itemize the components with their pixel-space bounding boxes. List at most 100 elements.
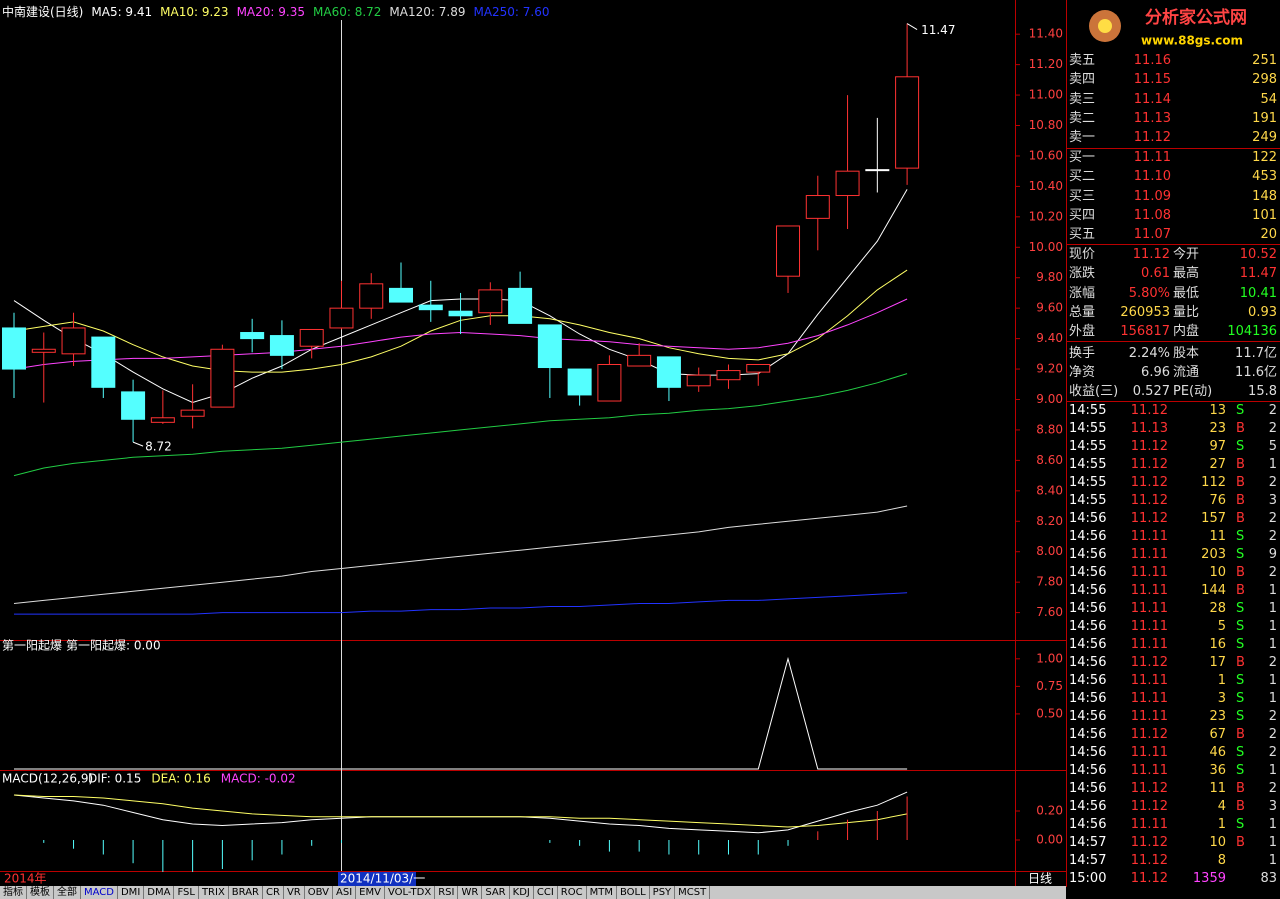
tab[interactable]: ROC (558, 886, 587, 899)
trade-time: 14:56 (1069, 673, 1107, 688)
book-label: 卖二 (1069, 110, 1096, 126)
stat-value: 0.527 (1132, 384, 1170, 400)
tab[interactable]: 指标 (0, 886, 27, 899)
book-volume: 251 (1252, 53, 1277, 68)
y-tick-label: 11.40 (1029, 27, 1063, 41)
tab[interactable]: TRIX (199, 886, 229, 899)
trade-time: 14:55 (1069, 457, 1107, 472)
trade-side: S (1236, 637, 1245, 652)
trade-volume: 76 (1209, 493, 1226, 508)
trade-time: 14:56 (1069, 565, 1107, 580)
trade-count: 2 (1268, 727, 1277, 742)
tab[interactable]: DMA (144, 886, 175, 899)
logo-title: 分析家公式网 (1145, 7, 1247, 28)
tab[interactable]: WR (458, 886, 483, 899)
candle-body (656, 356, 681, 388)
candle-body (746, 363, 771, 373)
tab[interactable]: DMI (118, 886, 145, 899)
trade-volume: 11 (1209, 529, 1226, 544)
book-volume: 453 (1252, 169, 1277, 185)
trade-count: 5 (1268, 439, 1277, 454)
candle-body (150, 417, 175, 423)
book-price: 11.12 (1133, 130, 1171, 146)
tab[interactable]: CCI (534, 886, 558, 899)
tab[interactable]: SAR (482, 886, 510, 899)
book-volume: 148 (1252, 188, 1277, 204)
trade-volume: 5 (1217, 619, 1226, 634)
tab[interactable]: KDJ (510, 886, 534, 899)
trade-volume: 1 (1217, 673, 1226, 688)
trade-side: B (1236, 457, 1245, 472)
tab[interactable]: CR (263, 886, 284, 899)
trade-count: 2 (1268, 781, 1277, 796)
y-tick-label: 9.80 (1036, 270, 1063, 284)
trade-count: 2 (1268, 511, 1277, 526)
book-label: 卖四 (1069, 72, 1096, 88)
trade-volume: 10 (1209, 835, 1226, 850)
trade-price: 11.12 (1130, 871, 1168, 886)
trade-side: B (1236, 565, 1245, 580)
trade-count: 2 (1268, 709, 1277, 724)
trade-time: 14:56 (1069, 781, 1107, 796)
candle-body (537, 324, 562, 369)
trade-count: 2 (1268, 745, 1277, 760)
tab[interactable]: PSY (650, 886, 676, 899)
stat-label: 收益(三) (1069, 384, 1119, 400)
trade-price: 11.12 (1130, 835, 1168, 850)
trade-volume: 157 (1201, 511, 1226, 526)
stat-label: 量比 (1173, 304, 1200, 320)
trade-side: B (1236, 799, 1245, 814)
tab[interactable]: VOL-TDX (385, 886, 436, 899)
candle-body (210, 348, 235, 408)
candle-body (567, 368, 592, 396)
trade-time: 14:56 (1069, 655, 1107, 670)
year-label: 2014年 (4, 872, 47, 886)
chart-title: 中南建设(日线) (2, 5, 84, 19)
trade-side: B (1236, 583, 1245, 598)
tab[interactable]: RSI (435, 886, 459, 899)
trade-time: 14:56 (1069, 619, 1107, 634)
candle-body (31, 348, 56, 353)
high-label: 11.47 (921, 23, 955, 37)
tab[interactable]: ASI (333, 886, 357, 899)
tab[interactable]: 全部 (54, 886, 81, 899)
candle-body (240, 332, 265, 340)
trade-side: B (1236, 835, 1245, 850)
book-label: 买五 (1069, 227, 1096, 243)
book-label: 卖一 (1069, 130, 1096, 146)
trade-price: 11.12 (1130, 403, 1168, 418)
legend-item: MACD: -0.02 (221, 772, 296, 786)
book-label: 卖五 (1069, 53, 1096, 68)
trade-price: 11.12 (1130, 475, 1168, 490)
trade-volume: 4 (1217, 799, 1226, 814)
trade-count: 9 (1268, 547, 1277, 562)
tab[interactable]: BRAR (229, 886, 263, 899)
candle-body (448, 310, 473, 317)
tab[interactable]: MACD (81, 886, 118, 899)
low-marker (132, 441, 144, 447)
candle-body (91, 336, 116, 388)
stat-value: 6.96 (1141, 364, 1170, 380)
tab[interactable]: FSL (174, 886, 199, 899)
tab[interactable]: MTM (587, 886, 617, 899)
y-tick-label: 7.60 (1036, 605, 1063, 619)
trade-side: S (1236, 529, 1245, 544)
tab[interactable]: VR (284, 886, 305, 899)
y-tick-label: 9.20 (1036, 362, 1063, 376)
tab[interactable]: BOLL (617, 886, 650, 899)
tab[interactable]: MCST (675, 886, 711, 899)
trade-volume: 16 (1209, 637, 1226, 652)
tab[interactable]: EMV (356, 886, 385, 899)
legend-item: 第一阳起爆: 0.00 (66, 639, 161, 653)
tab[interactable]: OBV (305, 886, 333, 899)
tab[interactable]: 模板 (27, 886, 54, 899)
trade-price: 11.13 (1130, 421, 1168, 436)
book-volume: 249 (1252, 130, 1277, 146)
trade-time: 14:55 (1069, 421, 1107, 436)
book-volume: 20 (1260, 227, 1277, 243)
trade-price: 11.11 (1130, 763, 1168, 778)
stat-value: 5.80% (1128, 285, 1170, 301)
trade-price: 11.11 (1130, 637, 1168, 652)
